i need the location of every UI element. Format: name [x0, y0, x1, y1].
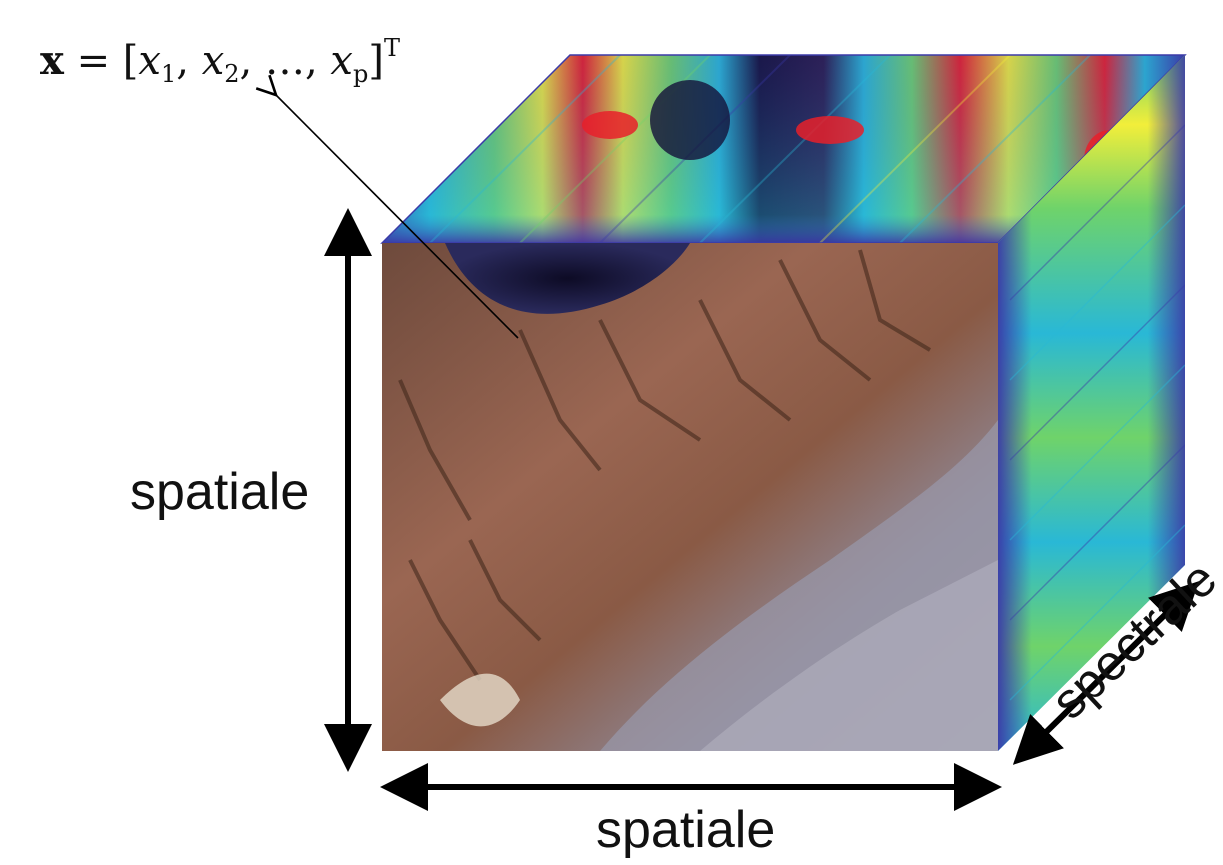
formula-transpose: T — [383, 34, 400, 62]
pixel-vector-formula: x = [x1, x2, …, xp]T — [40, 36, 400, 86]
pixel-pointer-arrow — [276, 95, 519, 339]
formula-var-1: x — [138, 38, 161, 84]
spatial-vertical-label: spatiale — [130, 463, 310, 521]
spectral-depth-arrow — [1012, 581, 1200, 765]
formula-var-p: x — [330, 38, 353, 84]
formula-vector: x — [40, 37, 64, 84]
cube-side-face — [998, 55, 1185, 751]
formula-sep-2: , …, — [239, 38, 331, 84]
formula-close: ] — [368, 38, 384, 84]
formula-equals: = [ — [63, 38, 139, 84]
formula-sub-1: 1 — [160, 60, 177, 88]
cube-front-face — [382, 243, 998, 751]
formula-var-2: x — [201, 38, 225, 84]
spatial-horizontal-label: spatiale — [596, 801, 776, 859]
formula-sub-p: p — [352, 60, 369, 88]
formula-sep-1: , — [176, 38, 202, 84]
formula-sub-2: 2 — [224, 60, 240, 88]
